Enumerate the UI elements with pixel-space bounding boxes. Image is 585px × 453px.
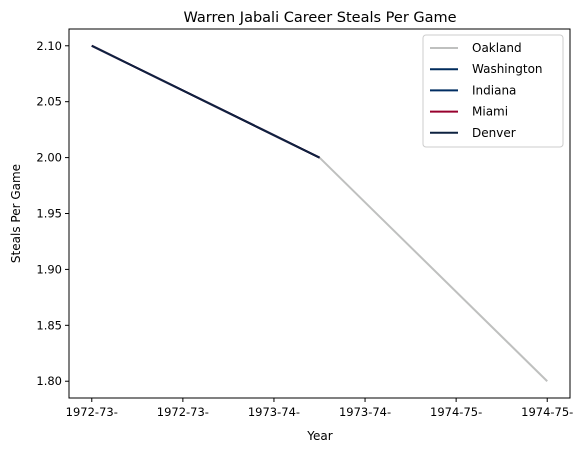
- y-axis-label: Steals Per Game: [9, 164, 23, 263]
- legend-label-miami: Miami: [472, 105, 508, 119]
- plot-lines: [91, 44, 548, 382]
- y-tick-label: 2.10: [36, 39, 62, 53]
- y-tick-label: 2.05: [36, 95, 62, 109]
- x-tick-label: 1973-74-: [248, 405, 300, 419]
- y-axis: 1.80 1.85 1.90 1.95 2.00 2.05 2.10: [36, 39, 69, 388]
- y-tick-label: 2.00: [36, 151, 62, 165]
- legend-label-washington: Washington: [472, 62, 543, 76]
- x-tick-label: 1974-75-: [430, 405, 482, 419]
- legend-label-oakland: Oakland: [472, 41, 522, 55]
- x-tick-label: 1972-73-: [66, 405, 118, 419]
- series-line-denver: [91, 44, 320, 159]
- y-tick-label: 1.90: [36, 262, 62, 276]
- legend: Oakland Washington Indiana Miami Denver: [422, 34, 564, 148]
- y-tick-label: 1.80: [36, 374, 62, 388]
- y-tick-label: 1.85: [36, 318, 62, 332]
- series-line-oakland: [318, 156, 548, 382]
- x-axis-label: Year: [306, 429, 332, 443]
- x-axis: 1972-73- 1972-73- 1973-74- 1973-74- 1974-75-…: [66, 398, 573, 419]
- legend-label-indiana: Indiana: [472, 83, 516, 97]
- x-tick-label: 1973-74-: [339, 405, 391, 419]
- x-tick-label: 1974-75-: [521, 405, 573, 419]
- y-tick-label: 1.95: [36, 207, 62, 221]
- legend-frame: [422, 34, 564, 148]
- chart-title: Warren Jabali Career Steals Per Game: [183, 10, 456, 26]
- legend-label-denver: Denver: [472, 126, 516, 140]
- x-tick-label: 1972-73-: [157, 405, 209, 419]
